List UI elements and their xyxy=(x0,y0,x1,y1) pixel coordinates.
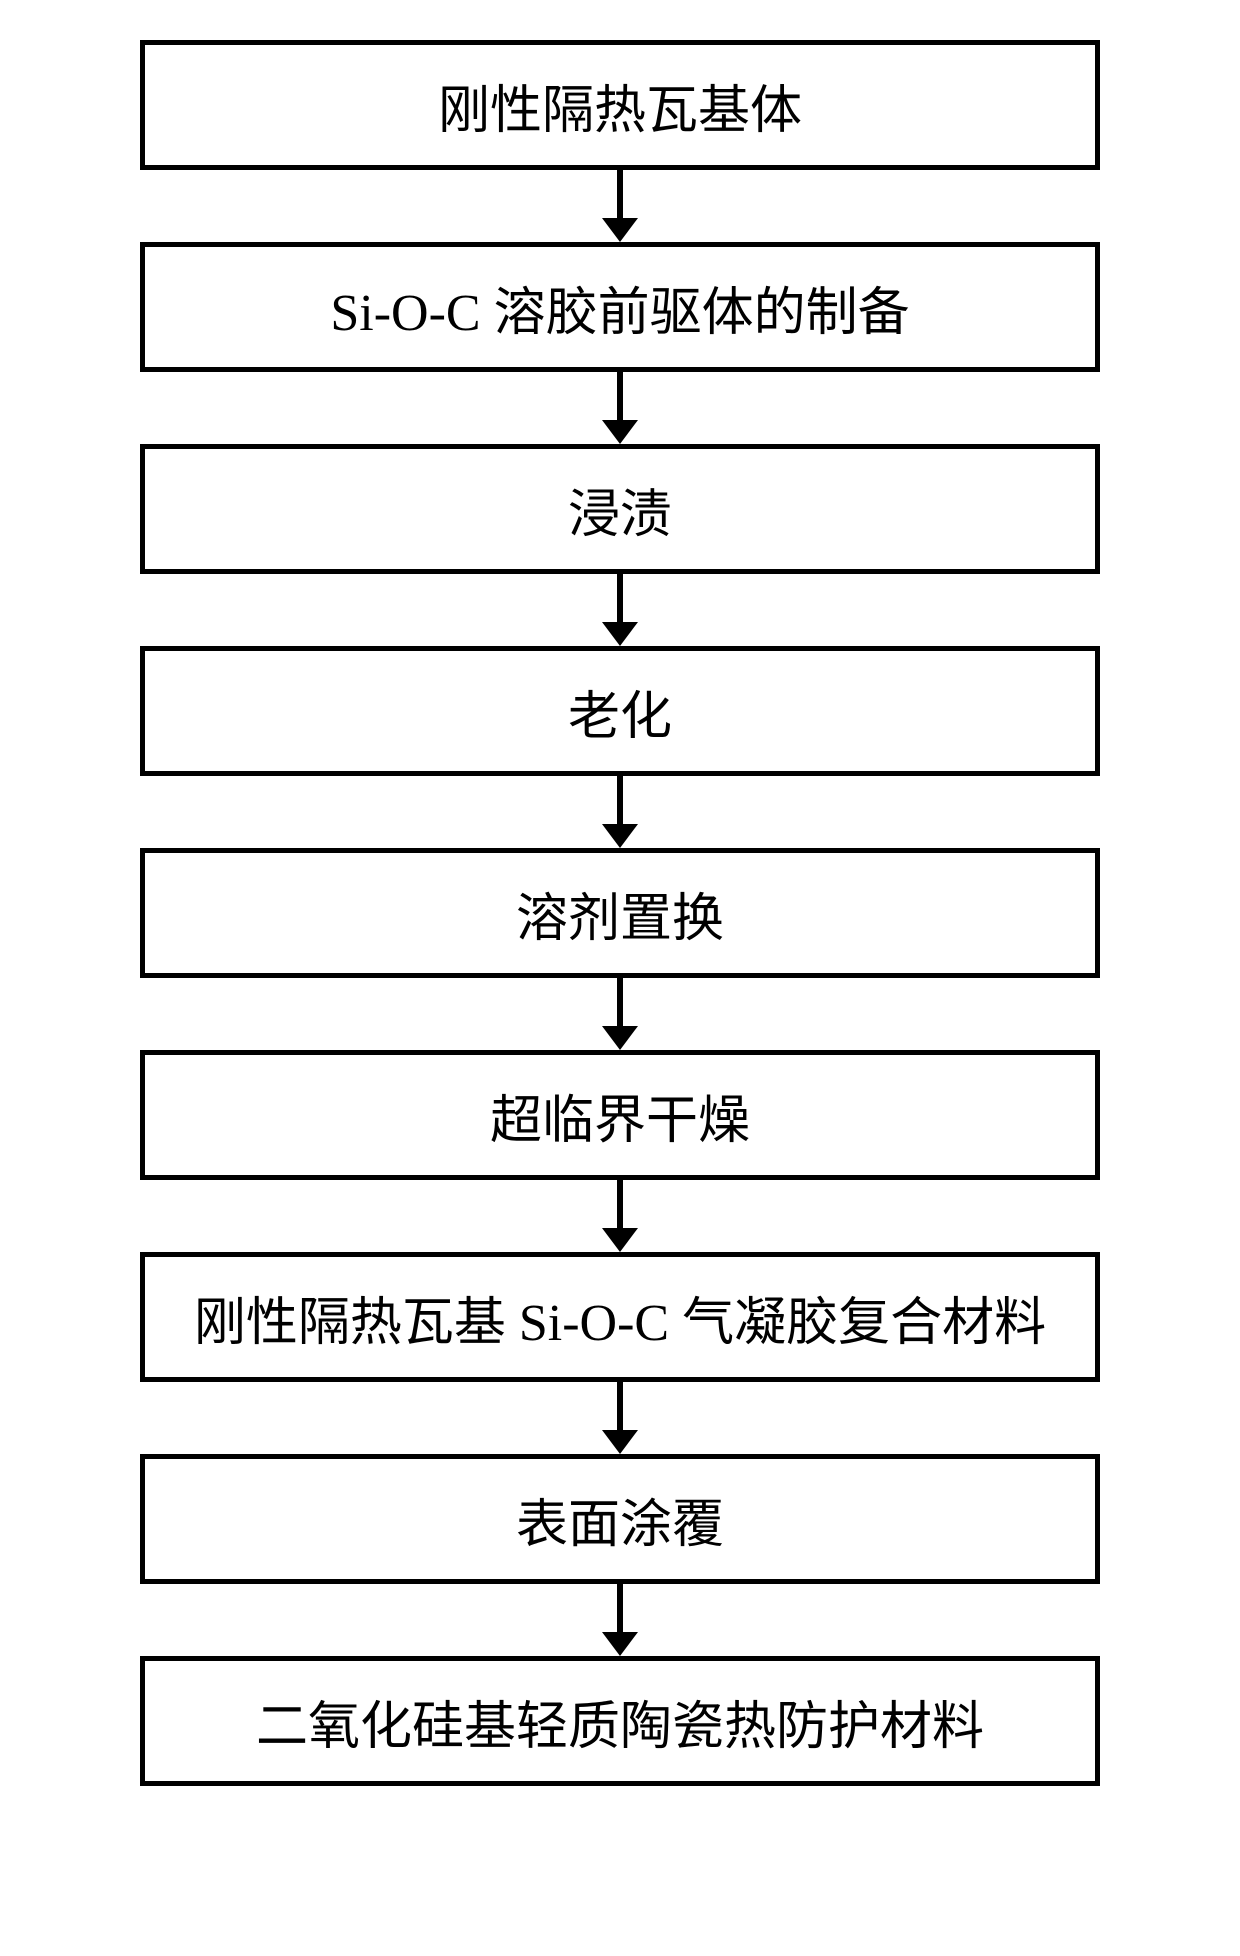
flow-arrow-6 xyxy=(602,1180,638,1252)
arrow-head xyxy=(602,1632,638,1656)
flow-step-4: 老化 xyxy=(140,646,1100,776)
flow-step-9-label: 二氧化硅基轻质陶瓷热防护材料 xyxy=(256,1684,984,1759)
flow-arrow-5 xyxy=(602,978,638,1050)
flow-step-1-label: 刚性隔热瓦基体 xyxy=(438,68,802,143)
flow-step-1: 刚性隔热瓦基体 xyxy=(140,40,1100,170)
flow-step-6-label: 超临界干燥 xyxy=(490,1078,750,1153)
flow-step-7-label: 刚性隔热瓦基 Si-O-C 气凝胶复合材料 xyxy=(194,1280,1046,1355)
arrow-head xyxy=(602,1228,638,1252)
arrow-shaft xyxy=(617,1382,623,1430)
flow-step-3: 浸渍 xyxy=(140,444,1100,574)
flow-arrow-8 xyxy=(602,1584,638,1656)
arrow-shaft xyxy=(617,372,623,420)
flow-step-6: 超临界干燥 xyxy=(140,1050,1100,1180)
flow-step-2-label: Si-O-C 溶胶前驱体的制备 xyxy=(330,270,909,345)
flow-arrow-3 xyxy=(602,574,638,646)
flowchart-container: 刚性隔热瓦基体 Si-O-C 溶胶前驱体的制备 浸渍 老化 溶剂置换 超临界干燥 xyxy=(140,40,1100,1786)
arrow-head xyxy=(602,1026,638,1050)
flow-arrow-7 xyxy=(602,1382,638,1454)
flow-step-8-label: 表面涂覆 xyxy=(516,1482,724,1557)
arrow-head xyxy=(602,824,638,848)
flow-step-5: 溶剂置换 xyxy=(140,848,1100,978)
flow-step-4-label: 老化 xyxy=(568,674,672,749)
arrow-shaft xyxy=(617,1180,623,1228)
arrow-shaft xyxy=(617,776,623,824)
arrow-head xyxy=(602,622,638,646)
flow-step-8: 表面涂覆 xyxy=(140,1454,1100,1584)
flow-arrow-4 xyxy=(602,776,638,848)
arrow-shaft xyxy=(617,1584,623,1632)
arrow-head xyxy=(602,218,638,242)
arrow-head xyxy=(602,1430,638,1454)
arrow-shaft xyxy=(617,574,623,622)
flow-step-9: 二氧化硅基轻质陶瓷热防护材料 xyxy=(140,1656,1100,1786)
arrow-shaft xyxy=(617,978,623,1026)
flow-step-5-label: 溶剂置换 xyxy=(516,876,724,951)
flow-step-2: Si-O-C 溶胶前驱体的制备 xyxy=(140,242,1100,372)
flow-step-7: 刚性隔热瓦基 Si-O-C 气凝胶复合材料 xyxy=(140,1252,1100,1382)
flow-arrow-2 xyxy=(602,372,638,444)
arrow-head xyxy=(602,420,638,444)
arrow-shaft xyxy=(617,170,623,218)
flow-step-3-label: 浸渍 xyxy=(568,472,672,547)
flow-arrow-1 xyxy=(602,170,638,242)
